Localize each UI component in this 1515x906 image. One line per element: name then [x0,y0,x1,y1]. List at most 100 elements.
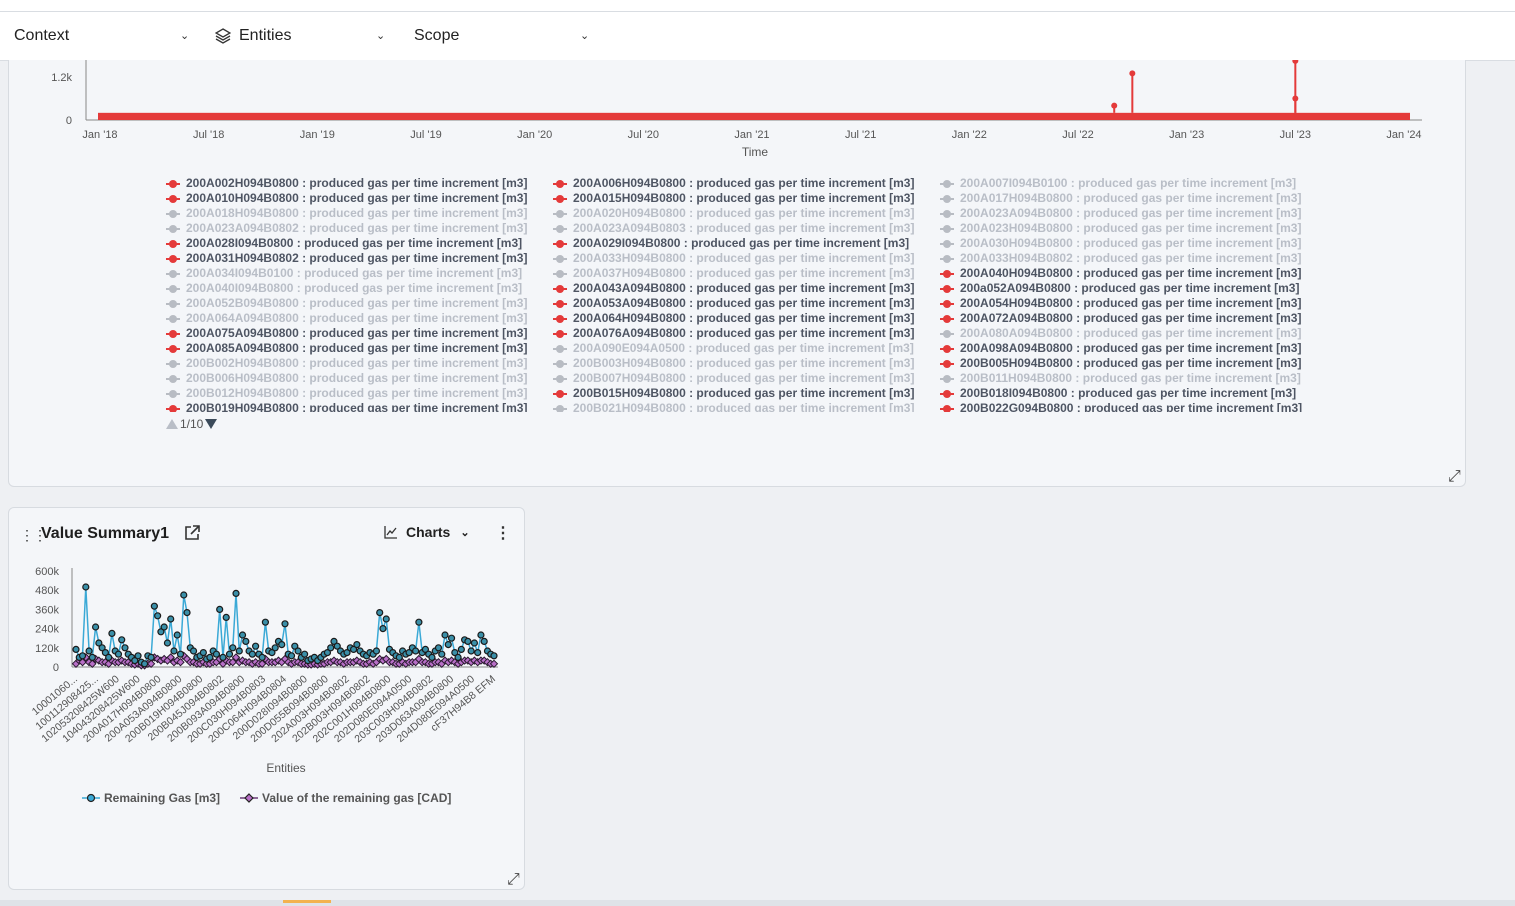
legend-item[interactable]: 200B022G094B0800 : produced gas per time… [940,401,1302,412]
legend-item[interactable]: 200A015H094B0800 : produced gas per time… [553,191,914,206]
legend-item[interactable]: 200A010H094B0800 : produced gas per time… [166,191,527,206]
legend-marker-icon [553,284,567,293]
legend-pager: 1/10 [166,417,218,431]
resize-handle-icon[interactable]: ⤢ [507,871,520,888]
entities-dropdown[interactable]: Entities ⌄ [215,12,390,60]
legend-label: 200B022G094B0800 : produced gas per time… [960,401,1303,412]
legend-item[interactable]: 200B019H094B0800 : produced gas per time… [166,401,527,412]
legend-label: 200A080A094B0800 : produced gas per time… [960,326,1302,340]
x-tick-label: Jan '18 [82,129,117,141]
legend-item[interactable]: 200A040H094B0800 : produced gas per time… [940,266,1302,281]
data-point-circle [457,645,465,654]
legend-item[interactable]: 200A033H094B0800 : produced gas per time… [553,251,914,266]
legend-item[interactable]: 200A017H094B0800 : produced gas per time… [940,191,1302,206]
legend-item[interactable]: 200B012H094B0800 : produced gas per time… [166,386,527,401]
data-point-circle [444,640,452,649]
legend-marker-icon [940,194,954,203]
legend-item[interactable]: 200a052A094B0800 : produced gas per time… [940,281,1302,296]
legend-marker-icon [166,404,180,412]
legend-item[interactable]: 200A040I094B0800 : produced gas per time… [166,281,527,296]
legend-item[interactable]: 200A076A094B0800 : produced gas per time… [553,326,914,341]
legend-item[interactable]: 200A037H094B0800 : produced gas per time… [553,266,914,281]
data-point-circle [291,642,299,650]
legend-item[interactable]: 200B018I094B0800 : produced gas per time… [940,386,1302,401]
legend-marker-icon [553,179,567,188]
legend-item[interactable]: 200B003H094B0800 : produced gas per time… [553,356,914,371]
legend-item[interactable]: 200A028I094B0800 : produced gas per time… [166,236,527,251]
legend-item[interactable]: 200B006H094B0800 : produced gas per time… [166,371,527,386]
legend-item[interactable]: 200A064A094B0800 : produced gas per time… [166,311,527,326]
legend-label: 200A033H094B0800 : produced gas per time… [573,251,915,265]
x-tick-label: Jan '21 [734,129,769,141]
legend-marker-icon [166,254,180,263]
legend-item[interactable]: 200A085A094B0800 : produced gas per time… [166,341,527,356]
legend-item[interactable]: 200A031H094B0802 : produced gas per time… [166,251,527,266]
legend-item[interactable]: 200B011H094B0800 : produced gas per time… [940,371,1302,386]
x-tick-label: Jan '23 [1169,129,1204,141]
legend-marker-icon [940,284,954,293]
legend-item[interactable]: 200A098A094B0800 : produced gas per time… [940,341,1302,356]
data-point-circle [173,631,181,639]
legend-item[interactable]: 200A052B094B0800 : produced gas per time… [166,296,527,311]
legend-marker-icon [940,329,954,338]
legend-item[interactable]: 200A090E094A0500 : produced gas per time… [553,341,914,356]
data-point-circle [281,620,289,628]
legend-item[interactable]: 200B005H094B0800 : produced gas per time… [940,356,1302,371]
y-tick-label: 600k [35,566,59,578]
legend-item[interactable]: 200A018H094B0800 : produced gas per time… [166,206,527,221]
legend-item[interactable]: 200A072A094B0800 : produced gas per time… [940,311,1302,326]
legend-item[interactable]: 200A033H094B0802 : produced gas per time… [940,251,1302,266]
legend-label: 200A090E094A0500 : produced gas per time… [573,341,914,355]
resize-handle-icon[interactable]: ⤢ [1448,468,1461,485]
legend-marker-icon [940,389,954,398]
legend-label: 200A098A094B0800 : produced gas per time… [960,341,1302,355]
charts-dropdown[interactable]: Charts ⌄ [384,524,470,540]
legend-item[interactable]: 200A054H094B0800 : produced gas per time… [940,296,1302,311]
legend-item[interactable]: 200B007H094B0800 : produced gas per time… [553,371,914,386]
legend-marker-icon [940,299,954,308]
legend-item[interactable]: 200A006H094B0800 : produced gas per time… [553,176,914,191]
legend-item[interactable]: 200A023A094B0803 : produced gas per time… [553,221,914,236]
data-point-circle [150,602,158,610]
legend-item[interactable]: 200A007I094B0100 : produced gas per time… [940,176,1302,191]
page-down-icon[interactable] [205,419,218,429]
data-point-circle [160,623,168,631]
page-up-icon[interactable] [166,419,178,429]
legend-item[interactable]: 200A023A094B0802 : produced gas per time… [166,221,527,236]
drag-handle-icon[interactable]: ⋮⋮ [20,527,47,543]
legend-item[interactable]: 200B021H094B0800 : produced gas per time… [553,401,914,412]
legend-label: 200A017H094B0800 : produced gas per time… [960,191,1302,205]
legend-item[interactable]: 200A043A094B0800 : produced gas per time… [553,281,914,296]
legend-item[interactable]: 200A034I094B0100 : produced gas per time… [166,266,527,281]
legend-label: 200B006H094B0800 : produced gas per time… [186,371,528,385]
x-tick-label: Jul '22 [1062,129,1093,141]
legend-item[interactable]: 200A023A094B0800 : produced gas per time… [940,206,1302,221]
legend-item[interactable]: 200A029I094B0800 : produced gas per time… [553,236,914,251]
legend-item[interactable]: 200A030H094B0800 : produced gas per time… [940,236,1302,251]
legend-item[interactable]: 200A075A094B0800 : produced gas per time… [166,326,527,341]
legend-label: 200A029I094B0800 : produced gas per time… [573,236,910,250]
more-options-icon[interactable]: ⋮ [495,525,511,542]
legend-marker-icon [940,239,954,248]
legend-item[interactable]: 200A020H094B0800 : produced gas per time… [553,206,914,221]
data-point-circle [372,647,381,655]
legend-item[interactable]: 200A064H094B0800 : produced gas per time… [553,311,914,326]
scope-dropdown[interactable]: Scope ⌄ [414,12,594,60]
legend-item[interactable]: 200A080A094B0800 : produced gas per time… [940,326,1302,341]
legend-marker-icon [553,344,567,353]
legend-item[interactable]: 200A002H094B0800 : produced gas per time… [166,176,527,191]
legend-label: 200B019H094B0800 : produced gas per time… [186,401,528,412]
open-external-icon[interactable] [183,524,201,542]
legend-label: Remaining Gas [m3] [104,791,221,805]
context-dropdown[interactable]: Context ⌄ [14,12,194,60]
data-point-circle [140,660,149,668]
legend-item[interactable]: 200B002H094B0800 : produced gas per time… [166,356,527,371]
legend-item[interactable]: 200A023H094B0800 : produced gas per time… [940,221,1302,236]
data-point-circle [271,644,279,652]
legend-item[interactable]: 200A053A094B0800 : produced gas per time… [553,296,914,311]
legend-label: 200A085A094B0800 : produced gas per time… [186,341,528,355]
legend-item[interactable]: 200B015H094B0800 : produced gas per time… [553,386,914,401]
data-point-circle [216,605,224,614]
data-point-circle [229,644,237,652]
data-point-circle [474,648,482,657]
